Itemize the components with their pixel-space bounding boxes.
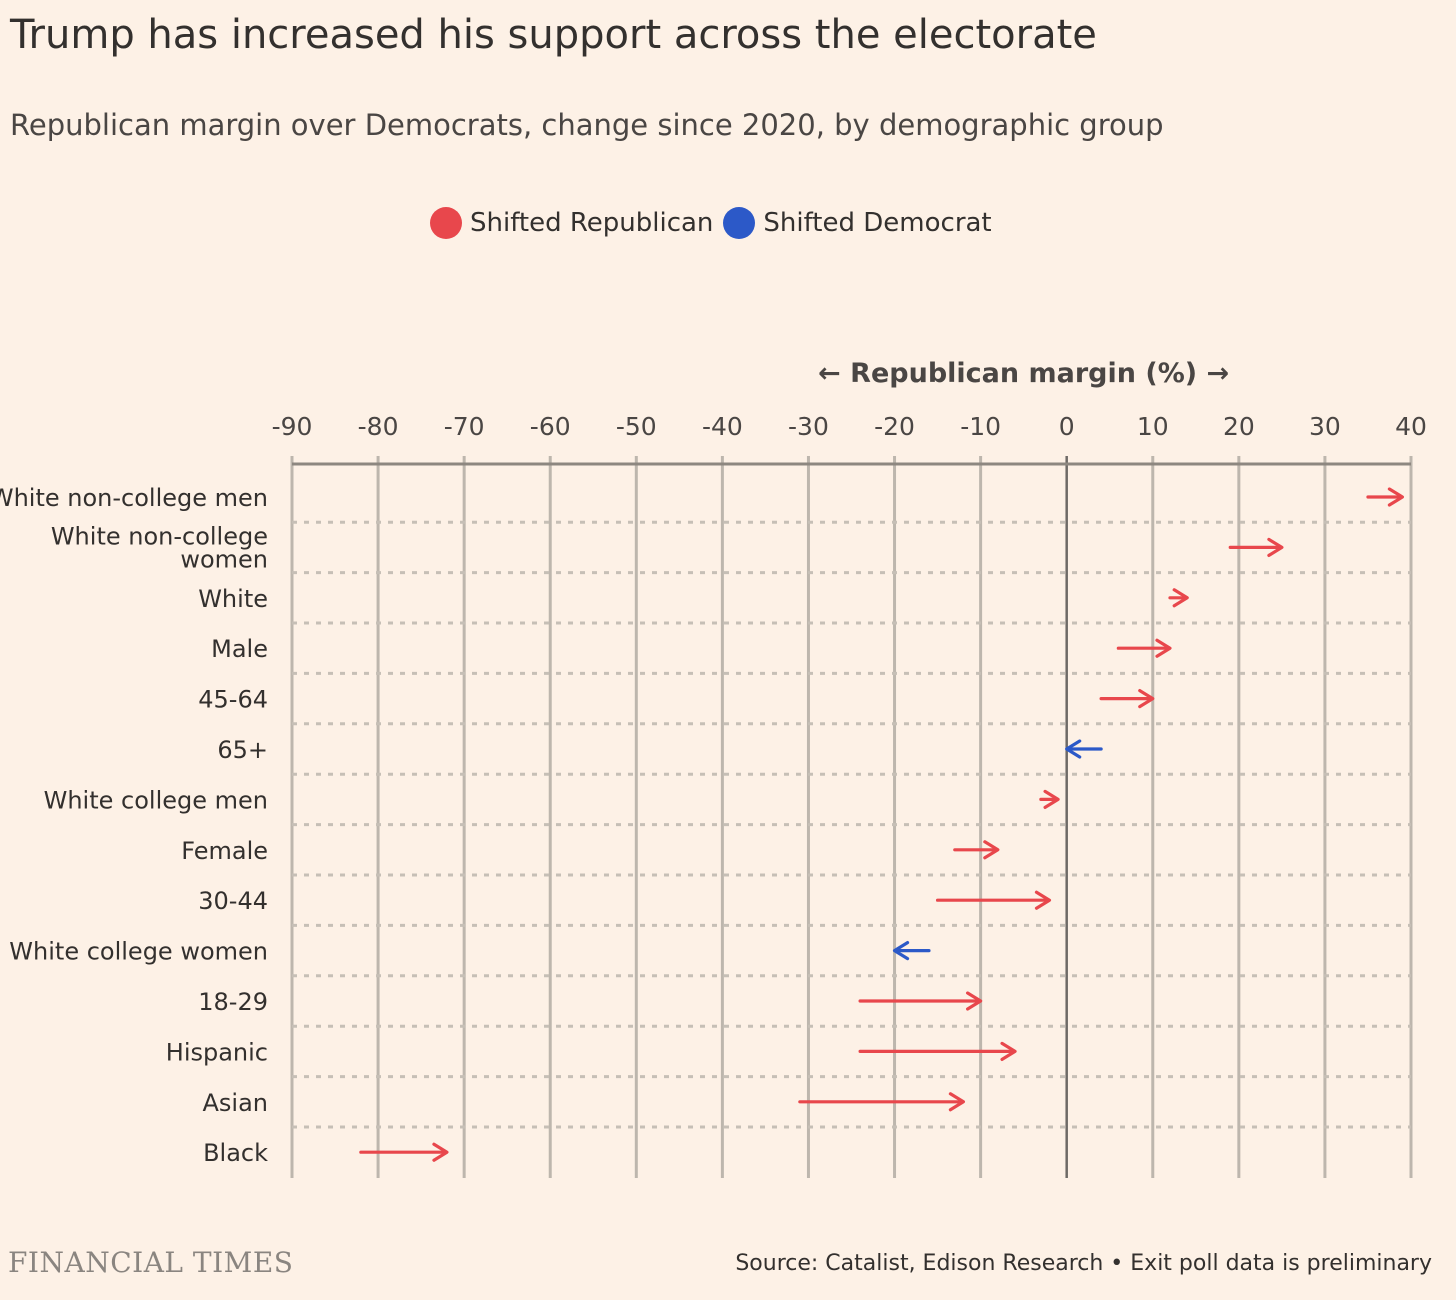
arrow-mark xyxy=(798,1092,966,1112)
row-label: White xyxy=(198,585,268,613)
x-tick-label: -30 xyxy=(788,412,829,441)
legend-item-republican: Shifted Republican xyxy=(430,207,713,239)
arrow-chart: ← Republican margin (%) → -90 -80 -70 -60 -50… xyxy=(0,358,1427,1178)
legend: Shifted Republican Shifted Democrat xyxy=(430,207,992,239)
row-label: White non-college men xyxy=(0,484,268,512)
row-label: White college men xyxy=(44,786,268,814)
row-label: Male xyxy=(211,635,268,663)
x-tick-label: 30 xyxy=(1309,412,1341,441)
chart-title: Trump has increased his support across t… xyxy=(10,12,1097,58)
arrow-mark xyxy=(1099,689,1155,709)
x-tick-label: -60 xyxy=(530,412,571,441)
arrow-head xyxy=(1267,537,1284,557)
arrow-head xyxy=(1000,1041,1017,1062)
x-tick-label: -90 xyxy=(272,412,313,441)
arrow-head xyxy=(1172,588,1189,608)
arrow-mark xyxy=(935,890,1052,910)
arrow-head xyxy=(1387,487,1404,507)
x-tick-label: -20 xyxy=(874,412,915,441)
x-tick-label: 0 xyxy=(1059,412,1075,441)
arrow-mark xyxy=(953,840,1000,860)
row-label: 30-44 xyxy=(198,887,268,915)
row-label: Black xyxy=(203,1139,268,1167)
arrow-head xyxy=(948,1092,966,1112)
x-tick-label: -70 xyxy=(444,412,485,441)
arrow-head xyxy=(1065,739,1082,759)
arrow-mark xyxy=(1168,588,1189,608)
brand-logo: FINANCIAL TIMES xyxy=(8,1246,294,1279)
arrow-mark xyxy=(892,940,931,961)
arrow-mark xyxy=(1039,789,1060,809)
row-label: 45-64 xyxy=(198,686,268,714)
row-label: 18-29 xyxy=(198,988,268,1016)
arrow-head xyxy=(983,840,1000,860)
arrow-mark xyxy=(858,1041,1017,1062)
legend-swatch-democrat xyxy=(723,207,756,239)
x-tick-label: -50 xyxy=(616,412,657,441)
x-tick-label: 20 xyxy=(1223,412,1255,441)
arrow-head xyxy=(892,940,910,961)
x-axis-label: ← Republican margin (%) → xyxy=(818,358,1229,389)
row-label: Hispanic xyxy=(166,1038,268,1066)
arrow-head xyxy=(1034,890,1052,910)
source-note: Source: Catalist, Edison Research • Exit… xyxy=(735,1251,1432,1276)
arrow-head xyxy=(966,991,983,1011)
arrow-head xyxy=(1155,638,1172,658)
x-tick-label: 40 xyxy=(1395,412,1427,441)
arrow-mark xyxy=(359,1142,449,1162)
arrow-head xyxy=(1043,789,1060,809)
row-label: White college women xyxy=(9,938,268,966)
legend-item-democrat: Shifted Democrat xyxy=(723,207,992,239)
row-label: Female xyxy=(181,837,268,865)
legend-label-democrat: Shifted Democrat xyxy=(763,208,992,238)
chart-subtitle: Republican margin over Democrats, change… xyxy=(10,108,1164,142)
arrow-head xyxy=(432,1142,449,1162)
legend-swatch-republican xyxy=(430,207,462,239)
x-tick-label: 10 xyxy=(1137,412,1169,441)
row-label: 65+ xyxy=(217,736,268,764)
arrow-head xyxy=(1138,689,1155,709)
x-tick-label: -10 xyxy=(960,412,1001,441)
arrow-mark xyxy=(1228,537,1284,557)
legend-label-republican: Shifted Republican xyxy=(470,208,714,238)
row-label: Asian xyxy=(202,1089,268,1117)
arrow-mark xyxy=(1366,487,1404,507)
arrow-mark xyxy=(858,991,983,1011)
row-label: White non-college women xyxy=(51,522,268,573)
arrow-mark xyxy=(1065,739,1103,759)
arrow-mark xyxy=(1116,638,1172,658)
x-tick-label: -80 xyxy=(358,412,399,441)
x-tick-label: -40 xyxy=(702,412,743,441)
